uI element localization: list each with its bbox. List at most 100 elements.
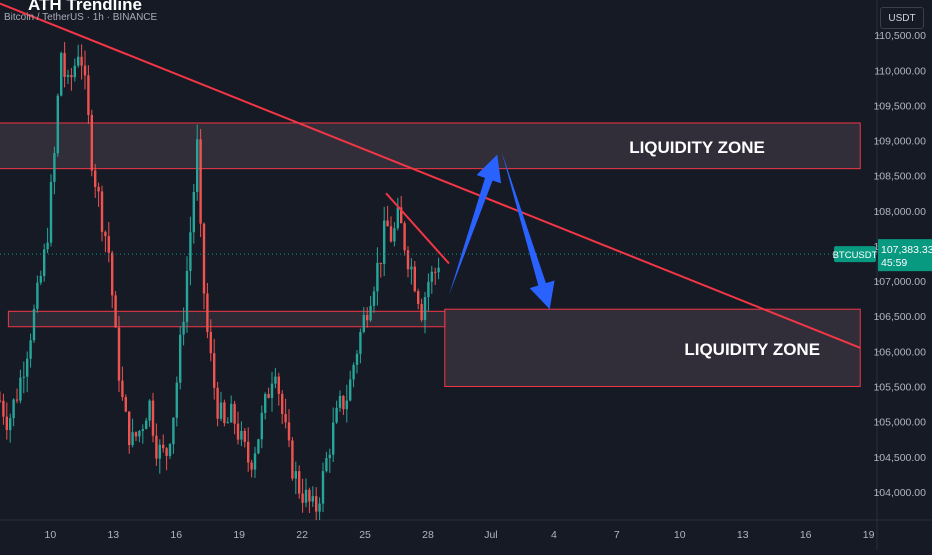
y-tick-label: 109,500.00	[873, 100, 926, 112]
candle-body	[281, 393, 284, 414]
candle-body	[294, 471, 297, 479]
y-tick-label: 107,000.00	[873, 276, 926, 288]
x-tick-label: 4	[551, 529, 557, 541]
candle-body	[189, 232, 192, 271]
candle-body	[80, 56, 83, 66]
candle-body	[332, 422, 335, 455]
chart-title: ATH Trendline	[28, 0, 142, 14]
candle-body	[36, 282, 39, 309]
candle-body	[379, 262, 382, 264]
candle-body	[9, 418, 12, 431]
candle-body	[32, 308, 36, 341]
candle-body	[12, 399, 15, 419]
candle-body	[39, 275, 42, 283]
candle-body	[83, 65, 87, 76]
x-tick-label: Jul	[484, 529, 497, 541]
candle-body	[192, 192, 195, 233]
y-tick-label: 106,000.00	[873, 346, 926, 358]
short-trendline	[385, 192, 450, 265]
candle-body	[131, 432, 134, 446]
candle-body	[104, 231, 107, 237]
candle-body	[219, 402, 223, 419]
candle-body	[29, 340, 32, 359]
ath-trendline	[0, 2, 861, 349]
candle-body	[267, 393, 270, 398]
candle-body	[117, 327, 121, 381]
candle-body	[240, 430, 243, 440]
y-tick-label: 106,500.00	[873, 311, 926, 323]
candle-body	[230, 403, 233, 423]
candle-body	[2, 400, 5, 417]
candle-body	[134, 432, 138, 437]
candle-body	[284, 413, 287, 423]
candle-body	[172, 417, 175, 445]
candle-body	[162, 444, 165, 449]
y-tick-label: 104,000.00	[873, 487, 926, 499]
symbol-subtitle: Bitcoin / TetherUS · 1h · BINANCE	[4, 12, 158, 23]
candle-body	[202, 223, 206, 294]
candle-body	[325, 458, 328, 472]
y-tick-label: 105,000.00	[873, 417, 926, 429]
x-tick-label: 19	[863, 529, 875, 541]
candle-body	[376, 262, 379, 292]
candle-body	[223, 402, 226, 424]
candle-body	[209, 331, 212, 354]
x-tick-label: 13	[737, 529, 749, 541]
candle-body	[46, 242, 49, 250]
candle-body	[94, 170, 97, 187]
candle-body	[90, 114, 93, 171]
currency-button[interactable]: USDT	[880, 7, 924, 29]
symbol-tag	[834, 246, 876, 263]
candle-body	[233, 403, 236, 424]
time-axis	[0, 520, 932, 550]
candle-body	[100, 191, 104, 232]
candle-body	[396, 207, 399, 229]
y-tick-label: 108,000.00	[873, 206, 926, 218]
candle-body	[236, 423, 240, 440]
candle-body	[0, 400, 2, 402]
candle-body	[165, 448, 168, 456]
candle-body	[383, 220, 386, 264]
candle-body	[403, 223, 406, 251]
y-tick-label: 105,500.00	[873, 381, 926, 393]
candle-body	[417, 291, 420, 305]
projection-arrow-2	[501, 151, 555, 310]
candle-body	[66, 75, 70, 77]
candle-body	[352, 364, 355, 380]
candle-body	[247, 441, 250, 463]
plot-area: LIQUIDITY ZONE LIQUIDITY ZONE	[0, 2, 877, 520]
candle-body	[301, 493, 304, 503]
candle-body	[77, 56, 80, 66]
candle-body	[53, 153, 56, 182]
candle-body	[406, 250, 410, 270]
candle-body	[359, 331, 362, 354]
candle-body	[111, 252, 114, 296]
candle-body	[434, 271, 437, 273]
candle-body	[43, 249, 46, 276]
candle-body	[15, 399, 19, 401]
candle-body	[216, 387, 219, 419]
candle-body	[168, 444, 172, 456]
candle-body	[311, 496, 314, 502]
candle-body	[264, 393, 267, 413]
candle-body	[97, 186, 100, 192]
price-axis	[877, 0, 932, 550]
liquidity-zone-label: LIQUIDITY ZONE	[684, 340, 820, 359]
y-tick-label: 104,500.00	[873, 452, 926, 464]
candle-body	[362, 315, 365, 332]
candles	[0, 42, 440, 520]
x-tick-label: 25	[359, 529, 371, 541]
candle-body	[5, 416, 8, 431]
candle-body	[63, 53, 66, 77]
candle-body	[49, 181, 53, 243]
candle-body	[430, 271, 433, 282]
y-tick-label: 110,500.00	[874, 30, 926, 42]
candle-body	[366, 315, 369, 321]
candle-body	[155, 435, 158, 459]
price-tag-countdown: 45:59	[881, 257, 907, 269]
price-tag-value: 107,383.33	[881, 244, 932, 256]
x-tick-label: 22	[296, 529, 308, 541]
y-tick-label: 108,500.00	[873, 171, 926, 183]
